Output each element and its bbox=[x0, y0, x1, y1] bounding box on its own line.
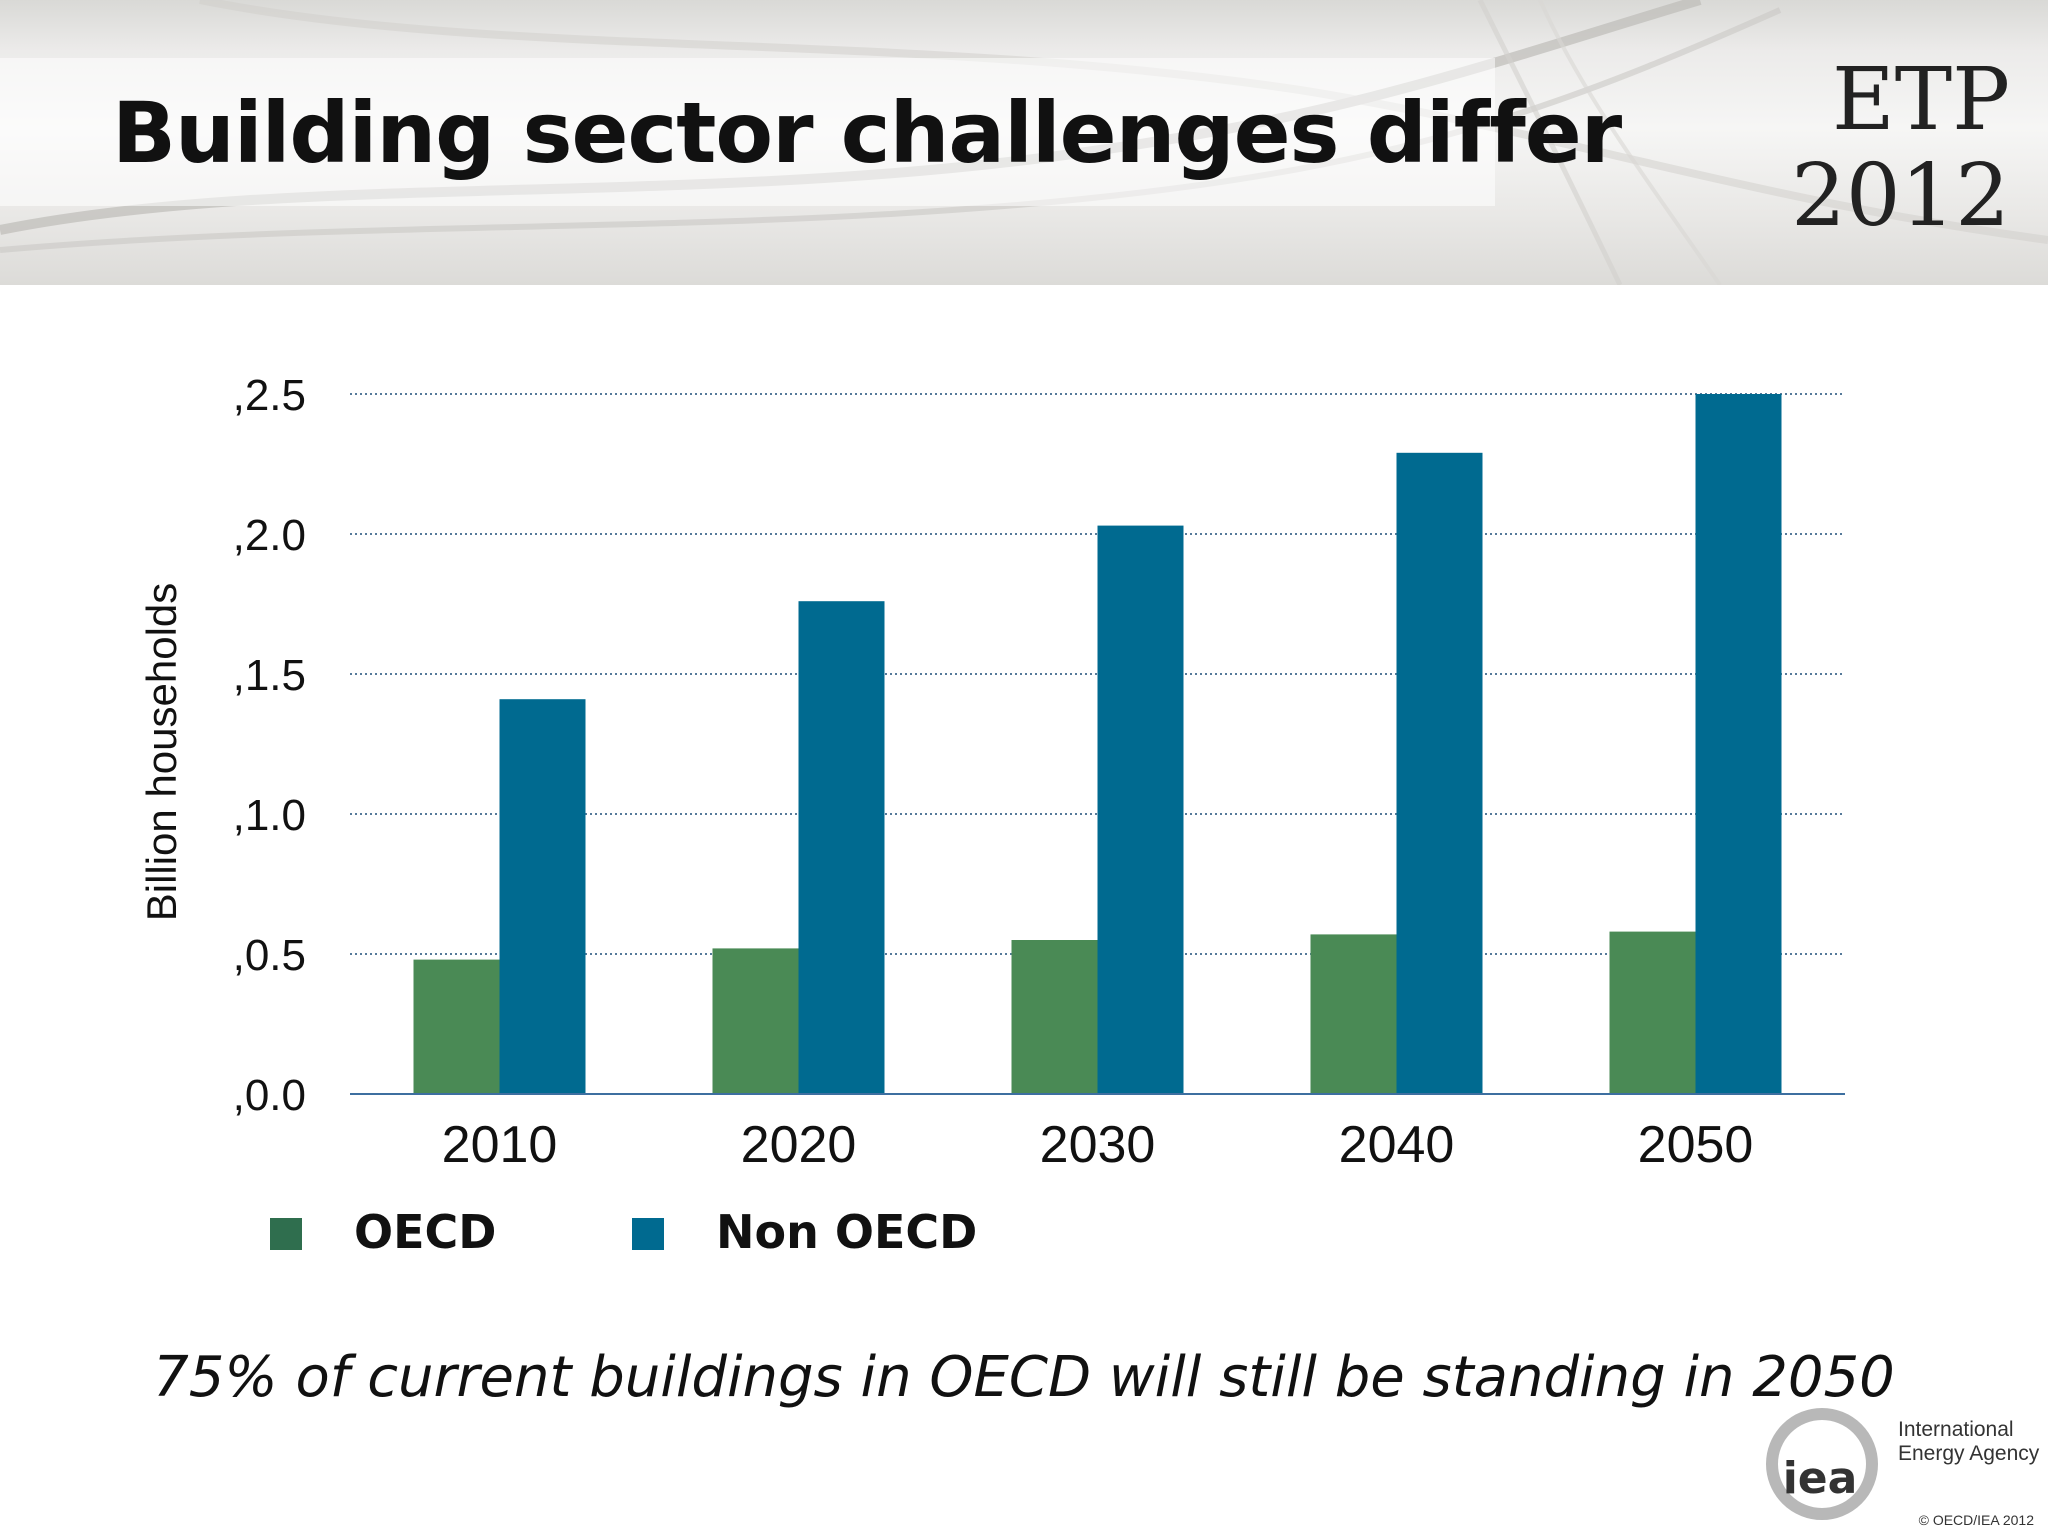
x-tick-label: 2020 bbox=[741, 1116, 857, 1174]
agency-name-line1: International bbox=[1898, 1418, 2014, 1441]
y-tick-labels: ,0.0 ,0.5 ,1.0 ,1.5 ,2.0 ,2.5 bbox=[233, 371, 306, 1120]
bar-oecd-2010 bbox=[413, 959, 500, 1094]
x-tick-label: 2050 bbox=[1638, 1116, 1754, 1174]
copyright: © OECD/IEA 2012 bbox=[1918, 1512, 2034, 1528]
legend: OECD Non OECD bbox=[270, 1205, 977, 1259]
y-tick-label: ,1.0 bbox=[233, 791, 306, 840]
slide-title: Building sector challenges differ bbox=[112, 84, 1622, 182]
bar-non-oecd-2010 bbox=[499, 699, 586, 1094]
bar-oecd-2020 bbox=[712, 948, 799, 1094]
x-tick-label: 2030 bbox=[1040, 1116, 1156, 1174]
bars bbox=[413, 394, 1782, 1094]
footnote: 75% of current buildings in OECD will st… bbox=[153, 1345, 1895, 1410]
agency-name-line2: Energy Agency bbox=[1898, 1442, 2040, 1465]
agency-name: International Energy Agency bbox=[1898, 1418, 2039, 1466]
legend-swatch bbox=[632, 1218, 664, 1250]
etp-logo-line2: 2012 bbox=[1791, 146, 2010, 246]
y-tick-label: ,0.0 bbox=[233, 1071, 306, 1120]
grid-lines bbox=[350, 393, 1845, 955]
bar-non-oecd-2050 bbox=[1695, 394, 1782, 1094]
bar-non-oecd-2020 bbox=[798, 601, 885, 1094]
iea-ring-icon bbox=[1766, 1408, 1878, 1520]
bar-oecd-2050 bbox=[1609, 931, 1696, 1094]
iea-mark: iea bbox=[1783, 1453, 1858, 1504]
legend-label: Non OECD bbox=[716, 1205, 977, 1259]
legend-swatch bbox=[270, 1218, 302, 1250]
etp-logo: ETP 2012 bbox=[1780, 52, 2010, 244]
bar-oecd-2030 bbox=[1011, 940, 1098, 1094]
x-tick-labels: 2010 2020 2030 2040 2050 bbox=[442, 1116, 1754, 1174]
y-axis-label: Billion households bbox=[138, 583, 185, 922]
y-tick-label: ,2.5 bbox=[233, 371, 306, 420]
bar-non-oecd-2040 bbox=[1396, 452, 1483, 1094]
title-strip bbox=[0, 58, 1495, 206]
iea-logo: iea bbox=[1766, 1408, 1878, 1520]
y-tick-label: ,1.5 bbox=[233, 651, 306, 700]
etp-logo-line1: ETP bbox=[1831, 50, 2010, 150]
y-tick-label: ,0.5 bbox=[233, 931, 306, 980]
x-tick-label: 2010 bbox=[442, 1116, 558, 1174]
legend-label: OECD bbox=[354, 1205, 496, 1259]
bar-chart: ,0.0 ,0.5 ,1.0 ,1.5 ,2.0 ,2.5 2010 2020 2030 204… bbox=[138, 371, 1845, 1259]
header-band bbox=[0, 0, 2048, 285]
bar-oecd-2040 bbox=[1310, 934, 1397, 1094]
x-tick-label: 2040 bbox=[1339, 1116, 1455, 1174]
y-tick-label: ,2.0 bbox=[233, 511, 306, 560]
bar-non-oecd-2030 bbox=[1097, 525, 1184, 1094]
